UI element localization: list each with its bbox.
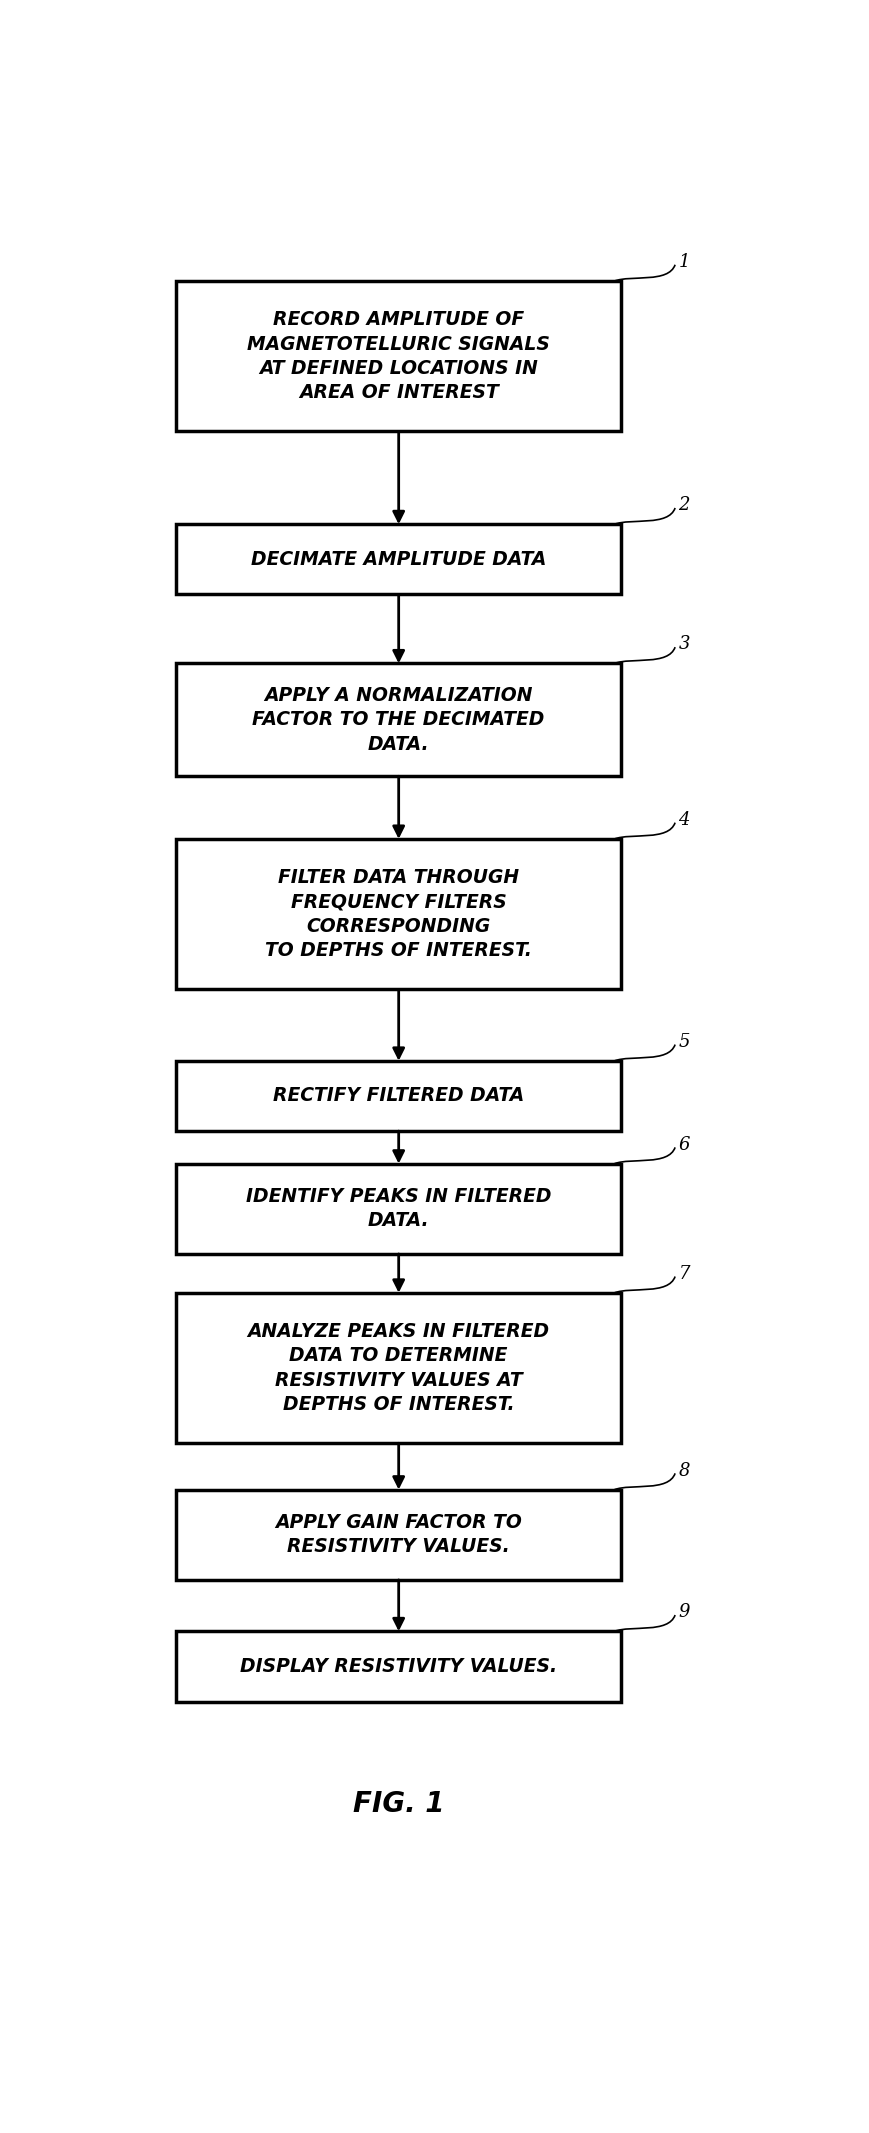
Bar xyxy=(176,1165,620,1254)
Text: 1: 1 xyxy=(678,254,689,271)
Bar xyxy=(176,1060,620,1130)
Bar xyxy=(176,525,620,595)
Text: DISPLAY RESISTIVITY VALUES.: DISPLAY RESISTIVITY VALUES. xyxy=(240,1657,557,1677)
Text: 2: 2 xyxy=(678,497,689,514)
Text: APPLY GAIN FACTOR TO
RESISTIVITY VALUES.: APPLY GAIN FACTOR TO RESISTIVITY VALUES. xyxy=(275,1512,521,1557)
Text: 5: 5 xyxy=(678,1032,689,1052)
Text: FILTER DATA THROUGH
FREQUENCY FILTERS
CORRESPONDING
TO DEPTHS OF INTEREST.: FILTER DATA THROUGH FREQUENCY FILTERS CO… xyxy=(265,868,532,960)
Text: 7: 7 xyxy=(678,1265,689,1282)
Text: FIG. 1: FIG. 1 xyxy=(353,1790,444,1817)
Text: APPLY A NORMALIZATION
FACTOR TO THE DECIMATED
DATA.: APPLY A NORMALIZATION FACTOR TO THE DECI… xyxy=(252,687,544,753)
Text: 6: 6 xyxy=(678,1135,689,1154)
Text: IDENTIFY PEAKS IN FILTERED
DATA.: IDENTIFY PEAKS IN FILTERED DATA. xyxy=(246,1188,551,1231)
Text: RECORD AMPLITUDE OF
MAGNETOTELLURIC SIGNALS
AT DEFINED LOCATIONS IN
AREA OF INTE: RECORD AMPLITUDE OF MAGNETOTELLURIC SIGN… xyxy=(247,311,549,403)
Bar xyxy=(176,1489,620,1581)
Bar xyxy=(176,1293,620,1444)
Text: DECIMATE AMPLITUDE DATA: DECIMATE AMPLITUDE DATA xyxy=(250,550,546,570)
Text: 8: 8 xyxy=(678,1461,689,1480)
Text: ANALYZE PEAKS IN FILTERED
DATA TO DETERMINE
RESISTIVITY VALUES AT
DEPTHS OF INTE: ANALYZE PEAKS IN FILTERED DATA TO DETERM… xyxy=(248,1322,549,1414)
Bar xyxy=(176,1632,620,1702)
Text: 9: 9 xyxy=(678,1604,689,1621)
Text: RECTIFY FILTERED DATA: RECTIFY FILTERED DATA xyxy=(273,1086,524,1105)
Text: 3: 3 xyxy=(678,636,689,653)
Bar xyxy=(176,838,620,990)
Bar xyxy=(176,282,620,431)
Bar xyxy=(176,663,620,776)
Text: 4: 4 xyxy=(678,811,689,830)
